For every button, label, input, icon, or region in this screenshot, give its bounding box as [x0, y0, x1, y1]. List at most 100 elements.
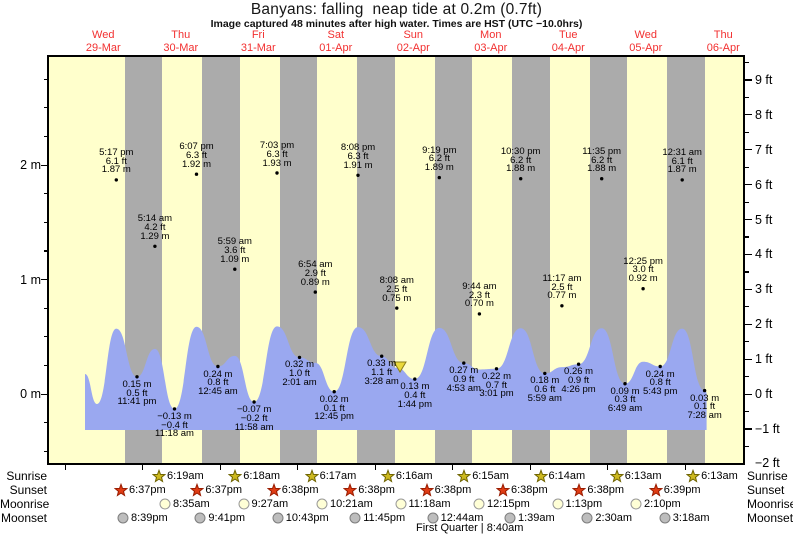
- moon-phase-text: First Quarter | 8:40am: [416, 522, 524, 534]
- tide-event-label-line: 0.7 ft: [485, 379, 508, 391]
- sunset-entry: 6:38pm: [266, 483, 319, 497]
- chart-subtitle: Image captured 48 minutes after high wat…: [210, 18, 583, 30]
- astro-time: 6:38pm: [281, 484, 319, 496]
- moonset-circle-icon: [504, 512, 516, 523]
- axis-tick: [745, 61, 749, 64]
- astro-time: 1:13pm: [565, 497, 603, 510]
- axis-tick: [44, 364, 48, 367]
- tide-event-label: 11:17 am 2.5 ft 0.77 m: [517, 272, 607, 302]
- axis-tick: [44, 450, 48, 452]
- date-day: 01-Apr: [319, 42, 353, 54]
- tide-event-label-line: 0.77 m: [547, 290, 577, 302]
- tide-event-label-line: 0.13 m: [400, 381, 430, 393]
- date-weekday: Thu: [171, 29, 191, 41]
- tide-event-label: 5:17 pm 6.1 ft 1.87 m: [71, 148, 161, 176]
- tide-event-label-line: 2.5 ft: [551, 281, 573, 293]
- astro-time: 12:15pm: [487, 497, 530, 510]
- sunset-entry: 6:38pm: [572, 483, 624, 497]
- date-label: Thu 06-Apr: [684, 29, 762, 55]
- tide-event-label-line: 1.87 m: [101, 164, 131, 176]
- tide-event-label-line: 6.1 ft: [105, 155, 127, 167]
- tide-event-dot: [462, 361, 466, 365]
- date-day: 04-Apr: [551, 42, 585, 54]
- axis-tick: [745, 79, 752, 81]
- tide-event-label-line: 1.88 m: [587, 163, 617, 175]
- moonset-entry: 11:45pm: [348, 511, 405, 525]
- tide-event-dot: [477, 312, 482, 316]
- tide-event-dot: [623, 382, 627, 386]
- axis-tick: [745, 149, 752, 151]
- tide-plot-area: 5:17 pm 6.1 ft 1.87 m 0.15 m 0.5 ft 11:41 pm 5…: [49, 57, 743, 463]
- astro-time: 6:14am: [548, 470, 586, 482]
- date-weekday: Thu: [713, 29, 733, 41]
- y-axis-label-right: 3 ft: [755, 282, 773, 297]
- axis-tick: [64, 465, 66, 470]
- tide-event-label-line: 2.9 ft: [304, 267, 326, 279]
- tide-event-label-line: 0.5 ft: [126, 387, 148, 399]
- tide-event-label-line: 0.18 m: [530, 375, 560, 387]
- tide-event-label-line: 6.3 ft: [347, 151, 369, 163]
- tide-event-dot: [153, 244, 157, 248]
- tide-event-label-line: 1.87 m: [667, 164, 697, 176]
- sunrise-star-icon: [152, 469, 166, 483]
- moonset-entry: 1:39am: [503, 511, 555, 525]
- astro-time: 11:45pm: [363, 511, 406, 524]
- tide-event-label-line: 0.27 m: [449, 365, 479, 377]
- tide-event-dot: [114, 178, 119, 182]
- axis-tick: [529, 465, 531, 470]
- tide-event-label-line: 9:44 am: [462, 280, 497, 292]
- tide-event-label-line: 6.2 ft: [591, 154, 613, 166]
- astro-row-label-left: Sunset: [9, 483, 47, 497]
- tide-event-label-line: 10:30 pm: [500, 145, 541, 157]
- y-axis-label-right: 5 ft: [755, 212, 773, 227]
- sunset-star-icon: [572, 483, 587, 497]
- tide-event-label-line: 0.22 m: [481, 370, 511, 382]
- date-label: Wed 05-Apr: [607, 29, 685, 55]
- tide-event-label-line: 0.4 ft: [404, 389, 426, 401]
- tide-event-label-line: 8:08 pm: [340, 142, 376, 154]
- astro-row-label-right: Sunset: [747, 483, 785, 497]
- axis-tick: [219, 465, 221, 470]
- axis-tick: [745, 96, 749, 99]
- moonset-entry: 12:44am: [426, 511, 483, 525]
- tide-event-dot: [576, 362, 581, 366]
- tide-event-label-line: 0.24 m: [203, 368, 233, 380]
- moonrise-circle-icon: [316, 498, 328, 509]
- moonrise-entry: 1:13pm: [551, 497, 603, 511]
- tide-event-label: 5:59 am 3.6 ft 1.09 m: [190, 237, 280, 265]
- astro-time: 6:38pm: [434, 484, 472, 496]
- astro-row-label-right: Moonrise: [747, 496, 793, 511]
- tide-event-label-line: 3:01 pm: [479, 388, 514, 400]
- tide-event-label-line: 7:03 pm: [259, 140, 295, 151]
- date-label: Fri 31-Mar: [219, 29, 297, 55]
- axis-tick: [745, 341, 749, 343]
- tide-event-label-line: 1.89 m: [424, 162, 454, 174]
- tide-event-label: −0.07 m −0.2 ft 11:58 am: [209, 405, 299, 432]
- tide-event-dot: [194, 172, 199, 176]
- date-day: 30-Mar: [163, 42, 199, 54]
- axis-tick: [745, 201, 749, 203]
- moonrise-entry: 11:18am: [394, 497, 451, 511]
- astro-time: 6:17am: [319, 470, 357, 482]
- astro-time: 3:18am: [672, 511, 710, 524]
- tide-event-dot: [600, 177, 604, 181]
- moonset-circle-icon: [117, 512, 129, 523]
- date-weekday: Sat: [327, 29, 344, 41]
- tide-event-label-line: 1.09 m: [220, 253, 250, 265]
- tide-event-label-line: 0.9 ft: [453, 373, 475, 385]
- axis-tick: [745, 271, 749, 273]
- sunrise-entry: 6:14am: [533, 469, 586, 483]
- tide-event-label-line: 12:25 pm: [623, 255, 663, 267]
- tide-event-label-line: 1:44 pm: [397, 398, 432, 410]
- page-title: Banyans: falling neap tide at 0.2m (0.7f…: [250, 1, 543, 18]
- axis-tick: [44, 307, 48, 309]
- tide-event-label-line: 11:17 am: [542, 272, 582, 284]
- axis-tick: [745, 288, 752, 290]
- astro-time: 10:43pm: [285, 511, 329, 524]
- tide-event-label-line: 3.0 ft: [632, 264, 654, 276]
- moonset-entry: 3:18am: [658, 511, 710, 525]
- tide-event-dot: [135, 375, 139, 379]
- tide-event-label-line: 5:43 pm: [643, 386, 678, 398]
- axis-tick: [374, 465, 376, 470]
- axis-tick: [745, 236, 749, 238]
